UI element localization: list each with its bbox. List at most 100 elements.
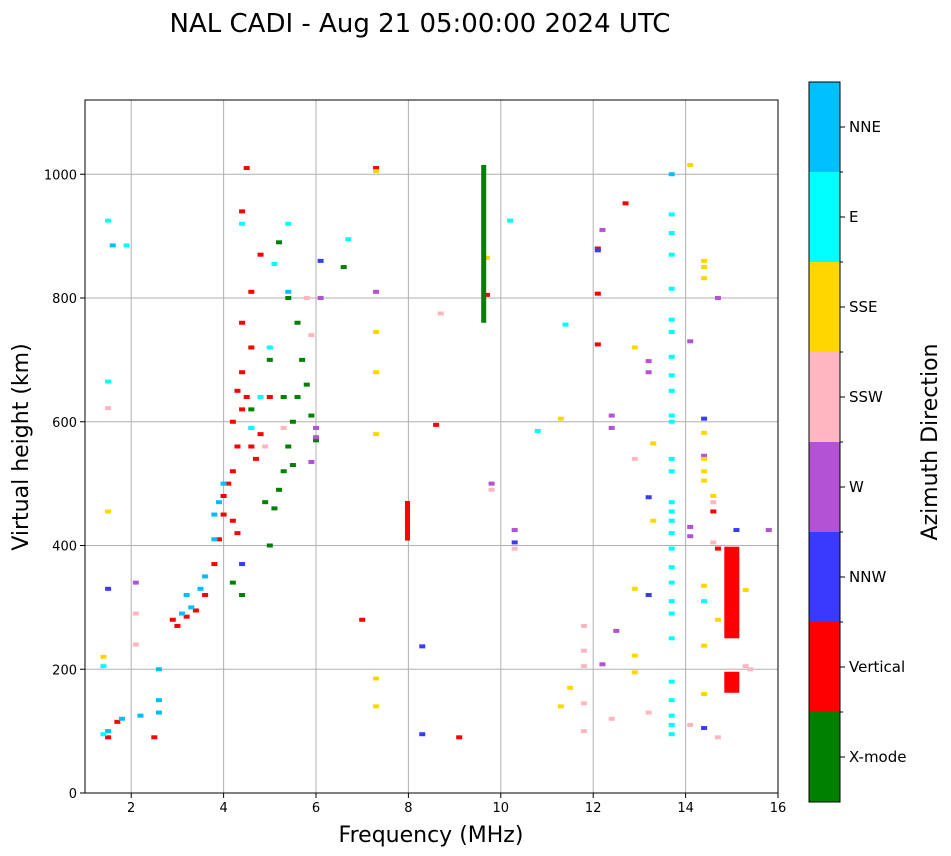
echo-point-ssw (710, 540, 717, 545)
y-tick-label: 800 (52, 292, 77, 307)
echo-point-sse (483, 255, 490, 260)
echo-point-vertical (248, 289, 255, 294)
echo-point-vertical (220, 512, 227, 517)
echo-point-vertical (151, 735, 158, 740)
echo-point-vertical (714, 546, 721, 551)
echo-point-sse (373, 704, 380, 709)
echo-point-nnw (594, 248, 601, 253)
echo-point-ssw (132, 642, 139, 647)
echo-point-x-mode (280, 395, 287, 399)
colorbar-tick-label: W (849, 478, 864, 496)
echo-point-ssw (280, 425, 287, 430)
echo-point-nne (215, 500, 222, 505)
echo-point-e (668, 419, 675, 424)
echo-point-e (100, 732, 107, 737)
echo-point-sse (567, 685, 574, 690)
echo-point-vertical (192, 608, 199, 613)
echo-point-w (687, 524, 694, 529)
echo-point-x-mode (229, 580, 236, 585)
echo-point-e (668, 212, 675, 217)
echo-point-vertical (220, 494, 227, 498)
echo-point-x-mode (294, 320, 301, 325)
colorbar-label: Azimuth Direction (918, 343, 943, 540)
echo-point-nne (285, 289, 292, 294)
echo-point-e (668, 580, 675, 585)
echo-point-w (608, 425, 615, 430)
echo-point-vertical (239, 320, 246, 325)
echo-point-ssw (710, 500, 717, 505)
echo-point-w (701, 453, 708, 458)
echo-point-e (668, 373, 675, 378)
echo-point-nnw (645, 593, 652, 597)
echo-point-vertical (202, 593, 209, 597)
echo-point-vertical (243, 166, 250, 171)
echo-band-x-mode (481, 164, 487, 323)
y-axis-ticks: 0 200 400 600 800 1000 (44, 168, 85, 802)
echo-point-vertical (373, 166, 380, 171)
colorbar-swatch-nne (809, 82, 840, 172)
echo-point-e (285, 221, 292, 226)
echo-point-e (668, 531, 675, 536)
echo-point-vertical (433, 422, 440, 427)
y-tick-label: 400 (52, 540, 77, 555)
echo-point-ssw (742, 664, 749, 669)
echo-point-ssw (714, 735, 721, 740)
echo-point-e (239, 221, 246, 226)
echo-point-e (345, 237, 352, 242)
y-tick-label: 200 (52, 663, 77, 678)
echo-point-sse (631, 345, 638, 350)
echo-point-x-mode (303, 382, 310, 387)
echo-point-sse (701, 692, 708, 696)
echo-point-sse (714, 617, 721, 622)
echo-point-ssw (747, 667, 754, 672)
echo-point-vertical (234, 444, 241, 449)
x-axis-ticks: 2 4 6 8 10 12 14 16 (127, 793, 786, 816)
echo-point-sse (687, 162, 694, 167)
echo-point-w (608, 413, 615, 418)
echo-point-nnw (105, 586, 112, 591)
colorbar: X-mode Vertical NNW W SSW SSE E NNE (808, 81, 906, 803)
echo-point-nne (109, 243, 116, 248)
echo-point-vertical (252, 456, 259, 461)
echo-point-x-mode (239, 593, 246, 597)
echo-point-e (668, 698, 675, 703)
echo-point-ssw (132, 611, 139, 616)
echo-point-w (714, 296, 721, 300)
x-axis-label: Frequency (MHz) (339, 823, 524, 848)
colorbar-swatch-vertical (809, 622, 840, 712)
echo-point-e (100, 664, 107, 669)
echo-point-vertical (456, 735, 463, 740)
echo-point-sse (701, 643, 708, 648)
x-tick-label: 2 (127, 801, 135, 816)
echo-point-ssw (308, 333, 315, 338)
echo-point-x-mode (340, 265, 347, 270)
echo-point-e (271, 261, 278, 266)
echo-point-sse (631, 670, 638, 675)
echo-point-vertical (234, 531, 241, 536)
echo-point-nnw (645, 495, 652, 500)
x-tick-label: 12 (585, 801, 602, 816)
echo-point-vertical (215, 537, 222, 542)
echo-point-nne (179, 611, 186, 616)
echo-point-sse (100, 654, 107, 659)
echo-point-e (668, 546, 675, 551)
echo-point-vertical (594, 342, 601, 347)
echo-point-w (765, 528, 772, 533)
echo-point-x-mode (308, 413, 315, 418)
echo-point-sse (373, 432, 380, 437)
echo-point-x-mode (313, 438, 319, 443)
echo-point-ssw (608, 716, 615, 721)
echo-point-w (317, 296, 324, 300)
echo-point-e (668, 636, 675, 641)
echo-point-ssw (580, 648, 587, 653)
echo-point-e (668, 354, 675, 359)
echo-point-ssw (645, 710, 652, 715)
x-tick-label: 10 (493, 801, 510, 816)
colorbar-swatch-sse (809, 262, 840, 352)
y-tick-label: 600 (52, 416, 77, 431)
data-marks (100, 162, 772, 740)
echo-point-vertical (710, 509, 717, 514)
echo-point-x-mode (289, 463, 296, 468)
echo-point-ssw (303, 296, 310, 300)
echo-point-e (668, 679, 675, 684)
